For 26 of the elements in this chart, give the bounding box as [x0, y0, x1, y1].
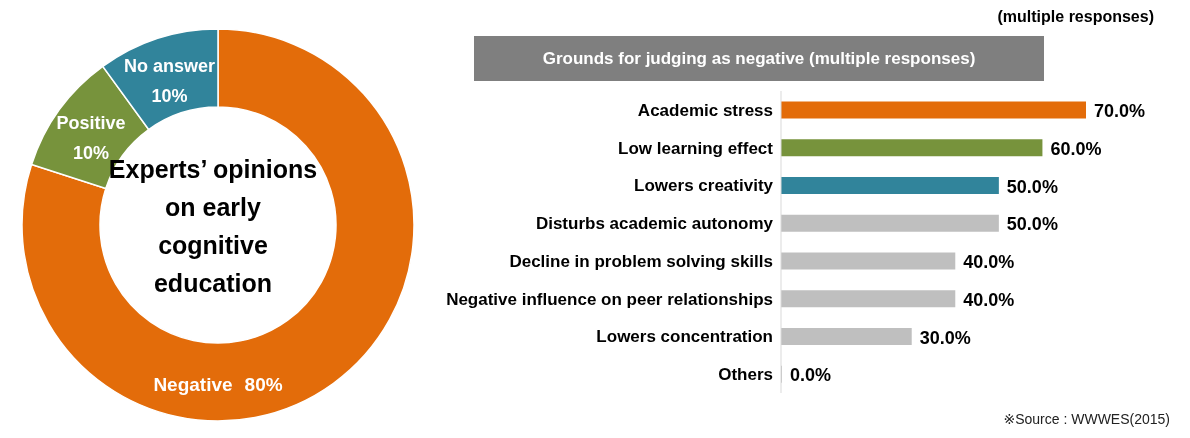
y-tick-label: Lowers concentration	[596, 327, 773, 347]
data-label: 0.0%	[790, 365, 832, 386]
y-tick-label: Low learning effect	[618, 138, 774, 158]
y-tick-label: Negative influence on peer relationships	[446, 289, 773, 309]
data-label: 50.0%	[1006, 214, 1058, 235]
y-tick-label: Lowers creativity	[634, 176, 774, 196]
data-label: 50.0%	[1006, 176, 1058, 197]
y-tick-label: Others	[718, 365, 773, 385]
slice-label: Positive	[56, 112, 126, 133]
data-label: 40.0%	[963, 252, 1015, 273]
slice-label: Negative	[153, 374, 233, 395]
data-label: 60.0%	[1050, 138, 1102, 159]
data-label: 30.0%	[919, 327, 971, 348]
chart-subtitle: (multiple responses)	[997, 8, 1154, 26]
data-label: 80%	[244, 374, 283, 395]
data-label: 10%	[72, 142, 109, 163]
data-label: 70.0%	[1094, 101, 1146, 122]
chart-title: Grounds for judging as negative (multiple responses)	[474, 36, 1044, 81]
text: Experts’ opinions on early cognitive education	[108, 155, 318, 299]
slice-label: No answer	[123, 55, 215, 76]
y-tick-label: Disturbs academic autonomy	[535, 214, 774, 234]
y-tick-label: Academic stress	[637, 100, 773, 120]
data-label: 40.0%	[963, 289, 1015, 310]
data-label: 10%	[151, 85, 188, 106]
y-tick-label: Decline in problem solving skills	[509, 251, 773, 271]
text: ※Source : WWWES(2015)	[1003, 410, 1170, 428]
